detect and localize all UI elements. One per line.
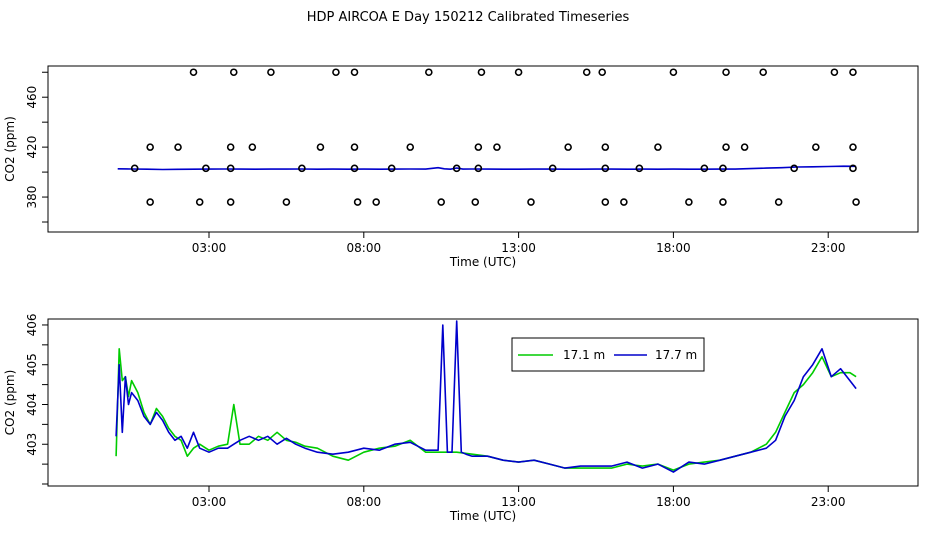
top-data-point [189, 68, 198, 77]
top-data-point [582, 68, 591, 77]
top-data-point [332, 68, 340, 77]
bottom-x-axis-label: Time (UTC) [449, 509, 516, 523]
bottom-plot-frame [47, 318, 919, 487]
top-data-point [601, 164, 610, 173]
bottom-y-tick-label: 403 [25, 433, 39, 456]
top-data-point [719, 198, 727, 206]
top-data-point [474, 164, 483, 173]
bottom-y-tick-label: 405 [25, 353, 39, 376]
top-data-point [195, 198, 204, 206]
top-data-point [130, 164, 139, 173]
top-data-point [669, 68, 678, 77]
top-data-point [298, 164, 306, 173]
top-data-point [849, 164, 857, 173]
top-data-point [759, 68, 767, 77]
bottom-x-tick-label: 13:00 [501, 495, 536, 509]
top-data-point [700, 164, 709, 173]
top-data-point [790, 164, 798, 173]
top-data-point [372, 198, 380, 206]
top-data-point [601, 143, 610, 151]
top-data-point [474, 143, 483, 151]
top-data-point [685, 198, 693, 206]
top-x-tick-label: 23:00 [811, 241, 846, 255]
legend: 17.1 m 17.7 m [511, 337, 705, 372]
top-x-tick-label: 08:00 [347, 241, 382, 255]
legend-label: 17.7 m [655, 348, 697, 362]
top-data-point [316, 143, 325, 151]
bottom-x-tick-label: 03:00 [192, 495, 227, 509]
top-data-point [493, 143, 501, 151]
top-data-point [406, 143, 415, 151]
top-y-axis-label: CO2 (ppm) [3, 116, 17, 182]
top-data-point [248, 143, 257, 151]
top-x-tick-label: 18:00 [656, 241, 691, 255]
top-data-point [267, 68, 275, 77]
top-x-tick-label: 13:00 [501, 241, 536, 255]
top-y-tick-label: 460 [25, 86, 39, 109]
top-data-point [527, 198, 535, 206]
top-data-point [654, 143, 662, 151]
chart-title: HDP AIRCOA E Day 150212 Calibrated Times… [306, 10, 630, 25]
top-data-point [452, 164, 461, 173]
bottom-x-tick-label: 08:00 [347, 495, 382, 509]
top-data-point [350, 68, 359, 77]
top-data-point [620, 198, 628, 206]
top-data-point [350, 164, 359, 173]
bottom-panel: 03:00 08:00 13:00 18:00 23:00 Time (UTC) 403 40… [3, 314, 919, 523]
top-data-point [852, 198, 860, 206]
top-data-point [601, 198, 610, 206]
legend-label: 17.1 m [563, 348, 605, 362]
top-data-point [514, 68, 523, 77]
top-data-point [202, 164, 210, 173]
top-x-axis-label: Time (UTC) [449, 255, 516, 269]
bottom-series-line [115, 320, 857, 473]
top-data-point [774, 198, 783, 206]
top-data-point [830, 68, 839, 77]
top-data-point [174, 143, 182, 151]
top-plot-frame [47, 65, 919, 233]
top-data-point [226, 198, 235, 206]
top-data-point [849, 68, 857, 77]
top-data-point [477, 68, 486, 77]
bottom-x-tick-label: 18:00 [656, 495, 691, 509]
top-data-point [722, 143, 730, 151]
top-x-tick-label: 03:00 [192, 241, 227, 255]
top-data-point [740, 143, 749, 151]
top-data-point [564, 143, 572, 151]
top-data-point [849, 143, 857, 151]
top-data-point [350, 143, 359, 151]
top-series-line [117, 165, 857, 171]
top-data-point [387, 164, 396, 173]
bottom-x-tick-label: 23:00 [811, 495, 846, 509]
top-data-point [548, 164, 557, 173]
top-data-point [229, 68, 238, 77]
top-panel: 03:00 08:00 13:00 18:00 23:00 Time (UTC) 380 42… [3, 65, 919, 269]
bottom-y-tick-label: 404 [25, 393, 39, 416]
top-data-point [722, 68, 730, 77]
top-data-point [282, 198, 291, 206]
top-data-point [425, 68, 433, 77]
top-data-point [353, 198, 362, 206]
top-y-tick-label: 420 [25, 136, 39, 159]
top-data-point [226, 143, 235, 151]
top-data-point [471, 198, 480, 206]
top-data-point [719, 164, 727, 173]
top-data-point [437, 198, 446, 206]
top-y-tick-label: 380 [25, 186, 39, 209]
top-data-point [635, 164, 644, 173]
top-data-point [146, 198, 154, 206]
bottom-y-axis-label: CO2 (ppm) [3, 370, 17, 436]
bottom-y-tick-label: 406 [25, 314, 39, 337]
bottom-series-line [115, 347, 857, 471]
top-data-point [226, 164, 235, 173]
top-data-point [812, 143, 820, 151]
top-data-point [146, 143, 154, 151]
top-data-point [598, 68, 606, 77]
